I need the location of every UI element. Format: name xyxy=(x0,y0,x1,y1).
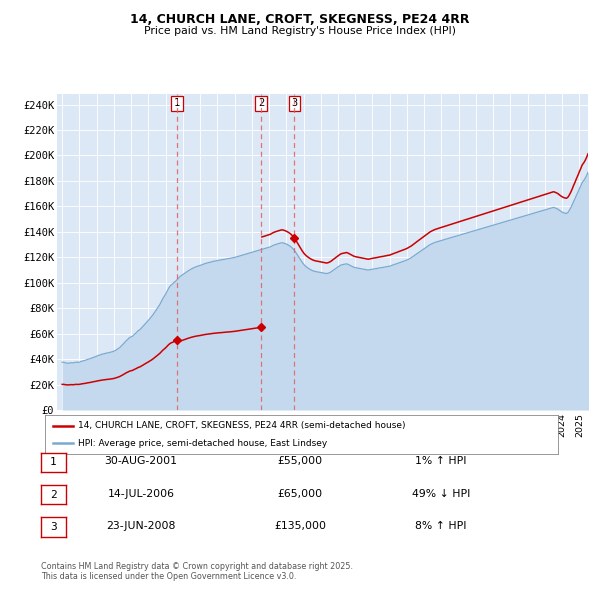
Text: 2: 2 xyxy=(258,99,264,109)
Text: HPI: Average price, semi-detached house, East Lindsey: HPI: Average price, semi-detached house,… xyxy=(79,439,328,448)
Text: 8% ↑ HPI: 8% ↑ HPI xyxy=(415,522,467,531)
Text: Contains HM Land Registry data © Crown copyright and database right 2025.: Contains HM Land Registry data © Crown c… xyxy=(41,562,353,571)
Text: 30-AUG-2001: 30-AUG-2001 xyxy=(104,457,178,466)
Text: Price paid vs. HM Land Registry's House Price Index (HPI): Price paid vs. HM Land Registry's House … xyxy=(144,26,456,36)
Text: 1: 1 xyxy=(50,457,57,467)
Text: 14, CHURCH LANE, CROFT, SKEGNESS, PE24 4RR: 14, CHURCH LANE, CROFT, SKEGNESS, PE24 4… xyxy=(130,13,470,26)
Text: £65,000: £65,000 xyxy=(277,489,323,499)
Text: 1: 1 xyxy=(174,99,180,109)
Text: 1% ↑ HPI: 1% ↑ HPI xyxy=(415,457,467,466)
Text: 49% ↓ HPI: 49% ↓ HPI xyxy=(412,489,470,499)
Text: 2: 2 xyxy=(50,490,57,500)
Text: 3: 3 xyxy=(50,522,57,532)
Text: 14, CHURCH LANE, CROFT, SKEGNESS, PE24 4RR (semi-detached house): 14, CHURCH LANE, CROFT, SKEGNESS, PE24 4… xyxy=(79,421,406,430)
Text: This data is licensed under the Open Government Licence v3.0.: This data is licensed under the Open Gov… xyxy=(41,572,296,581)
Text: £55,000: £55,000 xyxy=(277,457,323,466)
Text: 23-JUN-2008: 23-JUN-2008 xyxy=(106,522,176,531)
Text: £135,000: £135,000 xyxy=(274,522,326,531)
Text: 14-JUL-2006: 14-JUL-2006 xyxy=(107,489,175,499)
Text: 3: 3 xyxy=(292,99,298,109)
